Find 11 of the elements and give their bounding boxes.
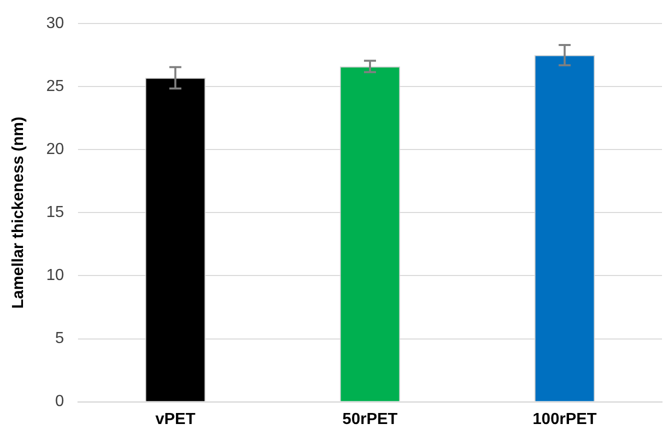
y-tick-label: 10	[46, 267, 64, 284]
x-tick-label: 50rPET	[342, 410, 398, 428]
y-tick-label: 0	[55, 393, 64, 410]
y-tick-label: 25	[46, 78, 64, 96]
y-axis-title: Lamellar thickeness (nm)	[10, 116, 28, 309]
y-tick-label: 30	[46, 15, 64, 32]
x-tick-label: vPET	[155, 410, 196, 428]
y-tick-label: 5	[55, 330, 64, 348]
y-tick-label: 20	[46, 141, 64, 158]
y-tick-label: 15	[46, 204, 64, 222]
x-tick-label: 100rPET	[532, 410, 597, 428]
